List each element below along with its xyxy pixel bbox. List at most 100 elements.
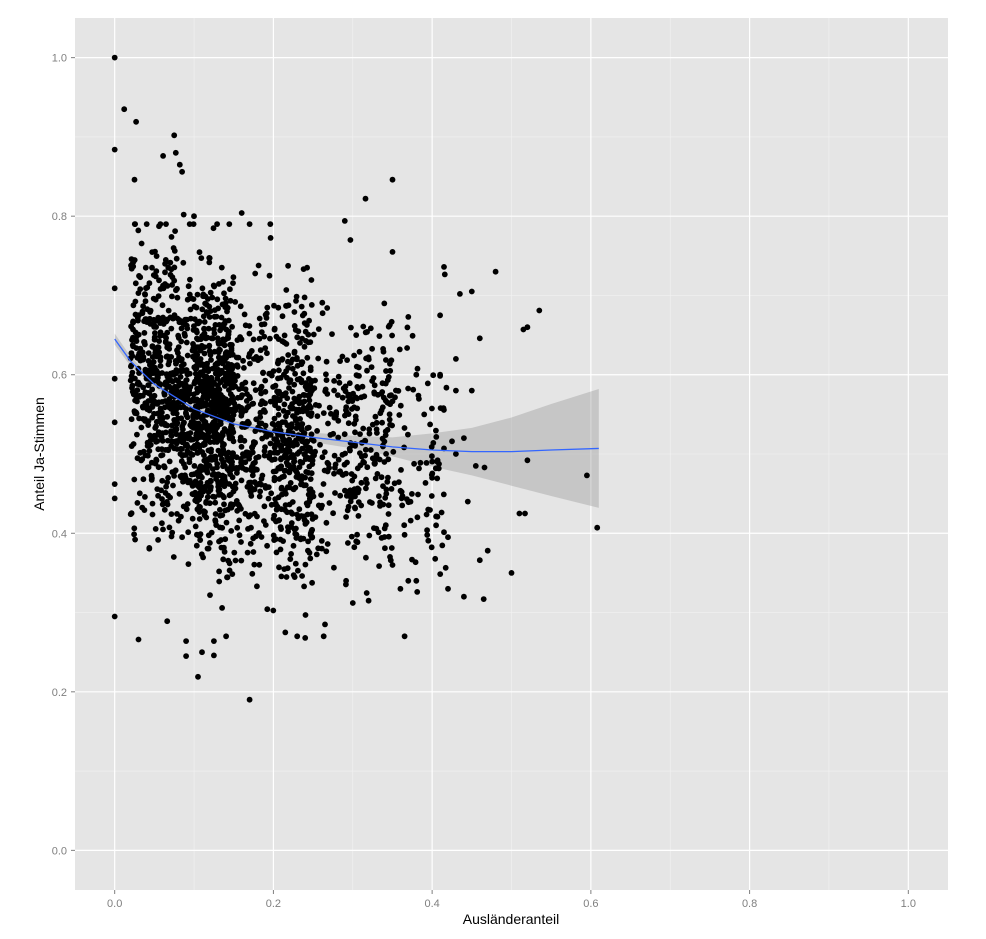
scatter-point [237, 303, 244, 310]
scatter-point [411, 460, 417, 467]
scatter-point [307, 382, 313, 389]
scatter-point [255, 454, 262, 460]
scatter-point [184, 352, 191, 359]
scatter-point [158, 452, 165, 459]
scatter-point [212, 511, 219, 517]
scatter-point [211, 652, 217, 659]
scatter-point [190, 412, 197, 419]
scatter-point [267, 449, 274, 456]
scatter-point [247, 360, 253, 367]
scatter-point [167, 271, 174, 278]
scatter-point [324, 391, 331, 397]
scatter-point [111, 54, 118, 61]
scatter-point [305, 547, 311, 554]
scatter-point [111, 419, 118, 426]
scatter-point [193, 304, 200, 311]
scatter-point [298, 361, 305, 368]
scatter-point [278, 442, 285, 449]
scatter-point [111, 375, 118, 382]
scatter-point [332, 464, 338, 471]
scatter-point [287, 377, 294, 384]
scatter-point [246, 353, 252, 360]
scatter-point [281, 401, 288, 408]
scatter-point [302, 383, 309, 390]
scatter-point [276, 564, 282, 571]
scatter-point [185, 561, 192, 567]
scatter-point [205, 325, 212, 332]
scatter-point [256, 335, 263, 342]
scatter-point [424, 380, 431, 387]
scatter-point [149, 414, 156, 421]
scatter-point [302, 561, 309, 568]
scatter-point [139, 504, 146, 511]
scatter-point [146, 545, 153, 551]
scatter-point [275, 517, 282, 524]
scatter-point [432, 555, 439, 562]
scatter-point [246, 221, 253, 228]
scatter-point [203, 514, 210, 521]
scatter-point [308, 431, 315, 438]
scatter-point [238, 210, 245, 216]
scatter-point [165, 307, 172, 314]
scatter-point [154, 351, 161, 358]
scatter-point [132, 397, 139, 404]
scatter-point [337, 492, 344, 499]
scatter-point [341, 431, 348, 438]
scatter-point [142, 418, 149, 424]
scatter-point [215, 422, 222, 429]
scatter-point [410, 386, 417, 393]
scatter-point [230, 450, 237, 457]
scatter-point [341, 218, 348, 224]
y-tick-label: 0.8 [52, 211, 67, 223]
scatter-point [295, 328, 302, 335]
scatter-point [436, 461, 442, 467]
scatter-point [440, 405, 447, 412]
scatter-point [425, 506, 432, 513]
scatter-point [165, 342, 172, 349]
scatter-point [492, 268, 499, 275]
scatter-point [227, 467, 233, 473]
scatter-point [176, 393, 183, 399]
scatter-point [282, 629, 289, 636]
scatter-point [522, 510, 528, 517]
scatter-point [166, 458, 173, 465]
scatter-point [273, 549, 280, 556]
scatter-point [331, 564, 337, 571]
scatter-point [159, 501, 166, 508]
scatter-point [271, 436, 278, 442]
scatter-point [385, 474, 391, 481]
scatter-point [111, 495, 118, 502]
scatter-point [173, 255, 180, 262]
scatter-point [129, 369, 136, 376]
scatter-point [386, 411, 393, 418]
scatter-point [272, 382, 279, 389]
scatter-point [231, 549, 238, 556]
scatter-point [171, 445, 178, 452]
scatter-point [275, 375, 281, 382]
scatter-point [302, 612, 309, 618]
scatter-point [252, 387, 259, 393]
scatter-point [345, 411, 352, 417]
scatter-point [169, 422, 175, 429]
scatter-point [246, 696, 253, 703]
scatter-point [255, 262, 262, 269]
scatter-point [594, 524, 601, 531]
scatter-point [159, 520, 165, 527]
scatter-point [367, 325, 374, 332]
scatter-point [131, 531, 138, 538]
scatter-point [159, 370, 166, 376]
scatter-point [373, 426, 380, 433]
scatter-point [219, 301, 226, 308]
scatter-point [266, 370, 273, 377]
scatter-point [238, 539, 244, 545]
scatter-point [246, 330, 253, 337]
scatter-point [342, 450, 348, 457]
scatter-point [210, 225, 217, 232]
scatter-point [128, 443, 135, 449]
scatter-point [283, 574, 290, 580]
scatter-point [339, 353, 346, 360]
scatter-point [152, 425, 159, 431]
scatter-point [272, 401, 278, 407]
scatter-point [365, 354, 372, 361]
scatter-point [298, 303, 305, 310]
